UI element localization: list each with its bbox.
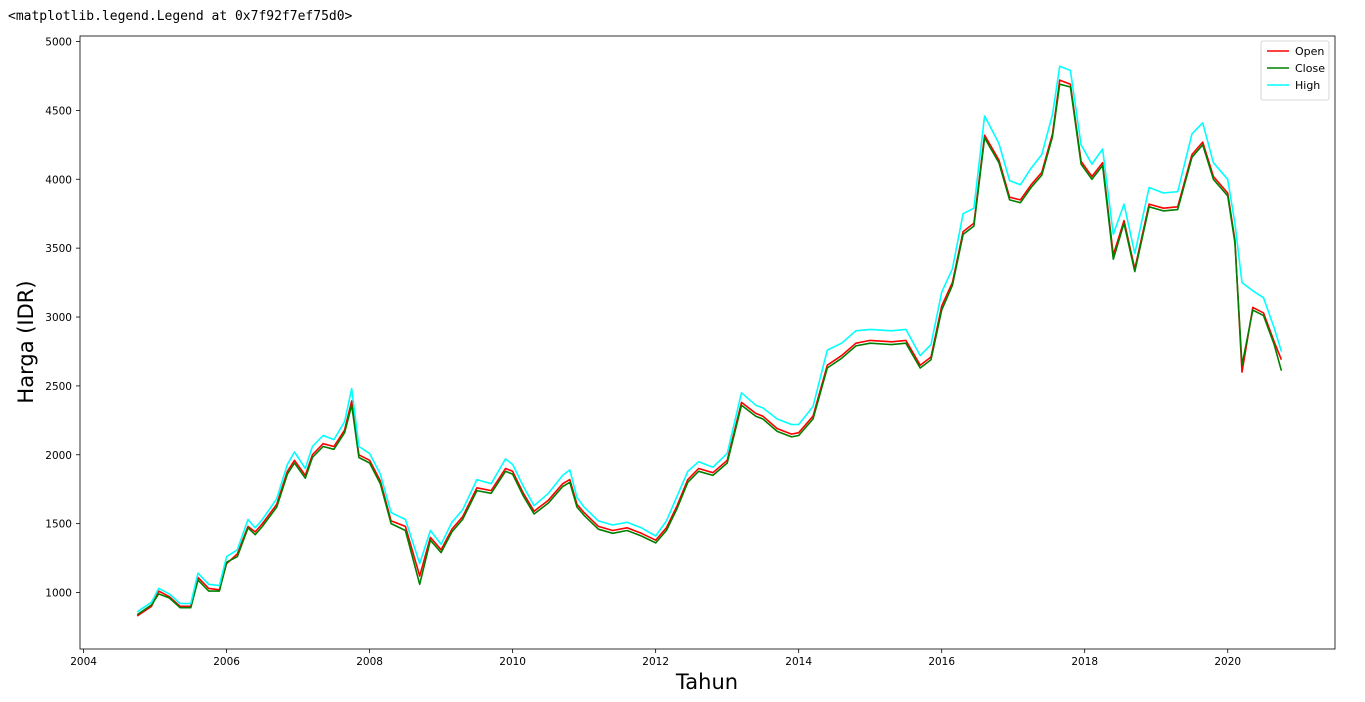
cell-output-text: <matplotlib.legend.Legend at 0x7f92f7ef7… (8, 9, 353, 24)
y-tick-label: 1500 (45, 519, 72, 531)
x-tick-label: 2014 (785, 656, 812, 668)
plot-area (79, 35, 1336, 650)
y-tick-label: 5000 (45, 37, 72, 49)
y-tick-label: 3500 (45, 243, 72, 255)
legend-label-open: Open (1295, 45, 1324, 58)
y-axis-label: Harga (IDR) (14, 280, 38, 403)
x-tick-label: 2020 (1214, 656, 1241, 668)
x-axis-label: Tahun (675, 670, 738, 694)
y-tick-label: 3000 (45, 312, 72, 324)
x-tick-label: 2008 (356, 656, 383, 668)
x-tick-label: 2006 (213, 656, 240, 668)
legend: Open Close High (1260, 40, 1330, 101)
x-tick-label: 2012 (642, 656, 669, 668)
series-line-open (136, 79, 1283, 617)
legend-label-close: Close (1295, 62, 1325, 75)
y-tick-label: 4000 (45, 174, 72, 186)
y-axis: 1000 1500 2000 2500 3000 3500 4000 4500 5000 (45, 37, 80, 600)
y-tick-label: 4500 (45, 105, 72, 117)
y-tick-label: 2000 (45, 450, 72, 462)
x-tick-label: 2010 (499, 656, 526, 668)
series-line-close (136, 83, 1283, 616)
legend-label-high: High (1295, 79, 1320, 92)
series-layer (136, 65, 1283, 617)
y-tick-label: 2500 (45, 381, 72, 393)
x-tick-label: 2018 (1071, 656, 1098, 668)
x-tick-label: 2004 (70, 656, 97, 668)
series-line-high (136, 65, 1283, 613)
x-tick-label: 2016 (928, 656, 955, 668)
x-axis: 2004 2006 2008 2010 2012 2014 2016 2018 2020 (70, 649, 1241, 668)
y-tick-label: 1000 (45, 588, 72, 600)
